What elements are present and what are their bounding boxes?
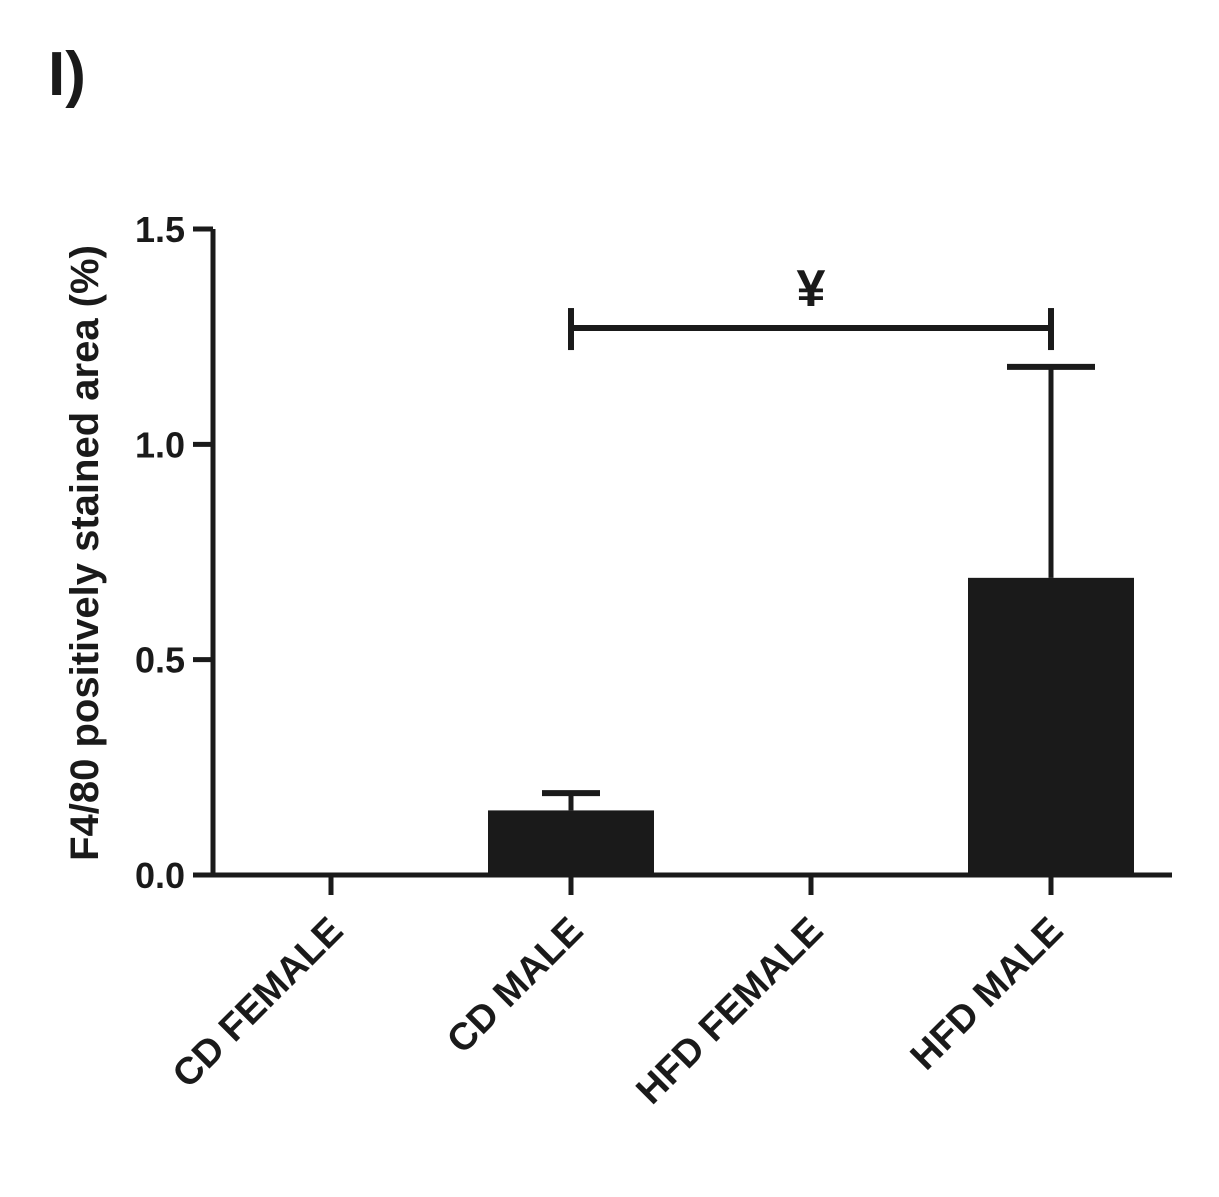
y-axis: 0.0 0.5 1.0 1.5 bbox=[135, 209, 216, 896]
bar bbox=[488, 810, 654, 875]
significance-mark: ¥ bbox=[797, 260, 826, 318]
y-tick-label: 0.5 bbox=[135, 640, 185, 681]
bars bbox=[488, 577, 1134, 875]
y-tick-label: 1.5 bbox=[135, 209, 185, 250]
significance-annotations: ¥ bbox=[568, 260, 1054, 351]
y-tick-label: 1.0 bbox=[135, 424, 185, 465]
y-axis-title: F4/80 positively stained area (%) bbox=[63, 245, 107, 861]
panel-label: I) bbox=[48, 40, 86, 109]
error-bars bbox=[542, 363, 1095, 811]
x-tick-label: CD FEMALE bbox=[165, 910, 351, 1096]
x-axis: CD FEMALE CD MALE HFD FEMALE HFD MALE bbox=[165, 872, 1172, 1113]
y-tick-label: 0.0 bbox=[135, 855, 185, 896]
x-tick-label: HFD FEMALE bbox=[629, 910, 832, 1113]
x-tick-label: HFD MALE bbox=[903, 910, 1072, 1079]
bar bbox=[968, 577, 1134, 875]
x-tick-label: CD MALE bbox=[439, 910, 591, 1062]
